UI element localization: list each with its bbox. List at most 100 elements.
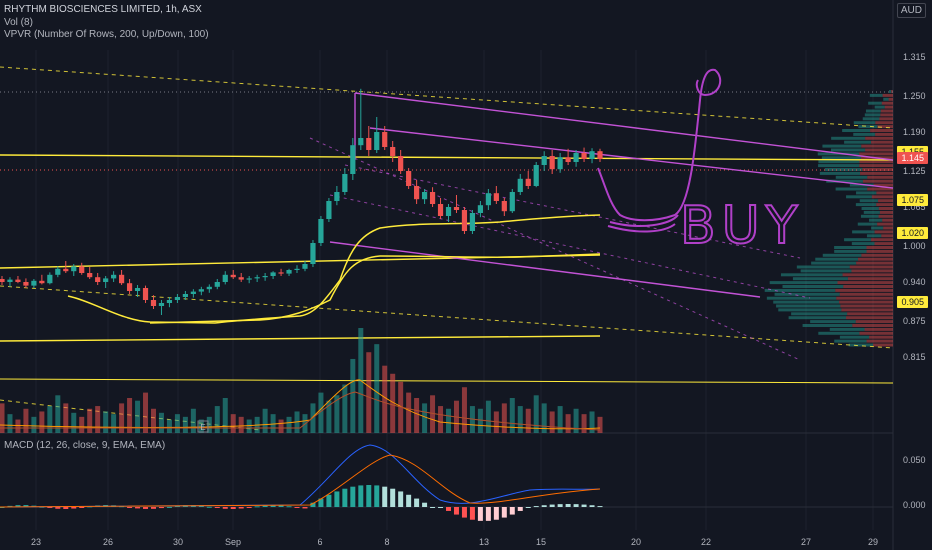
candle-body bbox=[453, 207, 460, 210]
candle-body bbox=[254, 277, 260, 279]
volume-bar bbox=[158, 412, 164, 433]
earnings-marker bbox=[197, 420, 209, 433]
macd-histogram-bar bbox=[541, 505, 547, 507]
vpvr-bar-up bbox=[810, 320, 856, 324]
vpvr-bar-up bbox=[859, 199, 879, 203]
volume-bar bbox=[166, 419, 172, 433]
macd-histogram-bar bbox=[238, 507, 244, 509]
candle-body bbox=[134, 288, 141, 291]
price-tick: 1.065 bbox=[903, 202, 926, 212]
vpvr-bar-down bbox=[879, 117, 893, 121]
volume-bar bbox=[517, 406, 523, 433]
vpvr-bar-up bbox=[818, 331, 860, 335]
vpvr-bar-down bbox=[877, 125, 893, 129]
time-tick: 27 bbox=[801, 537, 811, 547]
volume-bar bbox=[190, 408, 196, 433]
candle-body bbox=[469, 213, 476, 231]
candle-body bbox=[182, 294, 188, 297]
volume-ma-2 bbox=[0, 391, 601, 431]
candle-body bbox=[142, 288, 149, 300]
candle-body bbox=[15, 279, 21, 282]
vpvr-bar-down bbox=[852, 324, 893, 327]
candle-body bbox=[549, 156, 555, 170]
macd-tick: 0.000 bbox=[903, 500, 926, 510]
vpvr-bar-up bbox=[866, 234, 882, 238]
candle-body bbox=[557, 157, 563, 170]
vpvr-bar-down bbox=[842, 273, 893, 277]
vpvr-bar-down bbox=[859, 164, 893, 168]
vpvr-bar-up bbox=[818, 160, 860, 164]
volume-bar bbox=[63, 403, 69, 433]
volume-bar bbox=[23, 408, 29, 433]
macd-histogram-bar bbox=[326, 494, 332, 507]
volume-bar bbox=[573, 408, 579, 433]
vpvr-bar-up bbox=[857, 222, 878, 226]
volume-bar bbox=[214, 406, 220, 433]
macd-histogram-bar bbox=[302, 507, 308, 509]
volume-bar bbox=[350, 358, 356, 433]
moving-average-fast bbox=[67, 214, 601, 324]
candle-body bbox=[414, 186, 420, 200]
time-tick: 8 bbox=[384, 537, 389, 547]
vpvr-bar-down bbox=[881, 234, 893, 238]
macd-histogram-bar bbox=[310, 502, 316, 507]
trend-channels bbox=[309, 92, 894, 361]
time-tick: 29 bbox=[868, 537, 878, 547]
currency-badge[interactable]: AUD bbox=[896, 3, 926, 18]
horizontal-levels bbox=[0, 66, 894, 431]
vpvr-bar-down bbox=[855, 320, 893, 324]
vpvr-bar-up bbox=[844, 140, 871, 144]
vpvr-bar-up bbox=[822, 144, 862, 148]
vpvr-bar-up bbox=[815, 257, 859, 261]
vpvr-bar-down bbox=[874, 230, 893, 234]
volume-bar bbox=[597, 416, 603, 433]
channel-line bbox=[369, 127, 894, 189]
candle-body bbox=[318, 219, 324, 243]
vpvr-bar-down bbox=[843, 285, 893, 288]
vpvr-bar-up bbox=[811, 261, 857, 265]
candle-body bbox=[126, 283, 133, 291]
volume-bar bbox=[79, 416, 85, 433]
macd-legend[interactable]: MACD (12, 26, close, 9, EMA, EMA) bbox=[4, 440, 166, 451]
candle-body bbox=[302, 264, 308, 269]
channel-line bbox=[329, 241, 761, 298]
buy-text: BUY bbox=[680, 196, 804, 256]
vpvr-bar-down bbox=[875, 121, 893, 125]
vpvr-bar-up bbox=[883, 97, 889, 101]
macd-histogram-bar bbox=[422, 502, 428, 507]
volume-bar bbox=[238, 416, 244, 433]
macd-histogram-bar bbox=[358, 485, 364, 507]
macd-histogram-bar bbox=[198, 505, 204, 507]
volume-bar bbox=[589, 411, 595, 433]
vpvr-legend[interactable]: VPVR (Number Of Rows, 200, Up/Down, 100) bbox=[4, 29, 209, 40]
volume-bar bbox=[541, 403, 547, 433]
macd-histogram-bar bbox=[485, 507, 491, 521]
macd-histogram-bar bbox=[350, 486, 356, 507]
volume-bar bbox=[111, 414, 117, 433]
candle-body bbox=[31, 280, 37, 286]
earnings-marker-label: E bbox=[200, 423, 205, 432]
candle-body bbox=[326, 201, 332, 219]
candle-body bbox=[501, 201, 507, 212]
macd-histogram-bar bbox=[414, 498, 420, 507]
candle-body bbox=[294, 268, 300, 270]
volume-bar bbox=[15, 419, 21, 433]
macd-histogram-bar bbox=[469, 507, 475, 520]
macd-tick: 0.050 bbox=[903, 455, 926, 465]
vpvr-bar-down bbox=[871, 195, 893, 199]
symbol-legend[interactable]: RHYTHM BIOSCIENCES LIMITED, 1h, ASX bbox=[4, 4, 202, 15]
vpvr-bar-down bbox=[870, 140, 893, 144]
volume-bar bbox=[533, 395, 539, 433]
macd-histogram-bar bbox=[270, 505, 276, 507]
vol-legend[interactable]: Vol (8) bbox=[4, 17, 33, 28]
macd-histogram-bar bbox=[63, 507, 69, 509]
candle-body bbox=[198, 289, 204, 292]
price-tag: 1.020 bbox=[897, 227, 928, 239]
macd-histogram-bar bbox=[398, 491, 404, 507]
vpvr-bar-down bbox=[870, 129, 893, 132]
symbol-title: RHYTHM BIOSCIENCES LIMITED, 1h, ASX bbox=[4, 4, 202, 15]
time-tick: 30 bbox=[173, 537, 183, 547]
vpvr-bar-up bbox=[858, 125, 878, 129]
macd-histogram-bar bbox=[294, 507, 300, 508]
